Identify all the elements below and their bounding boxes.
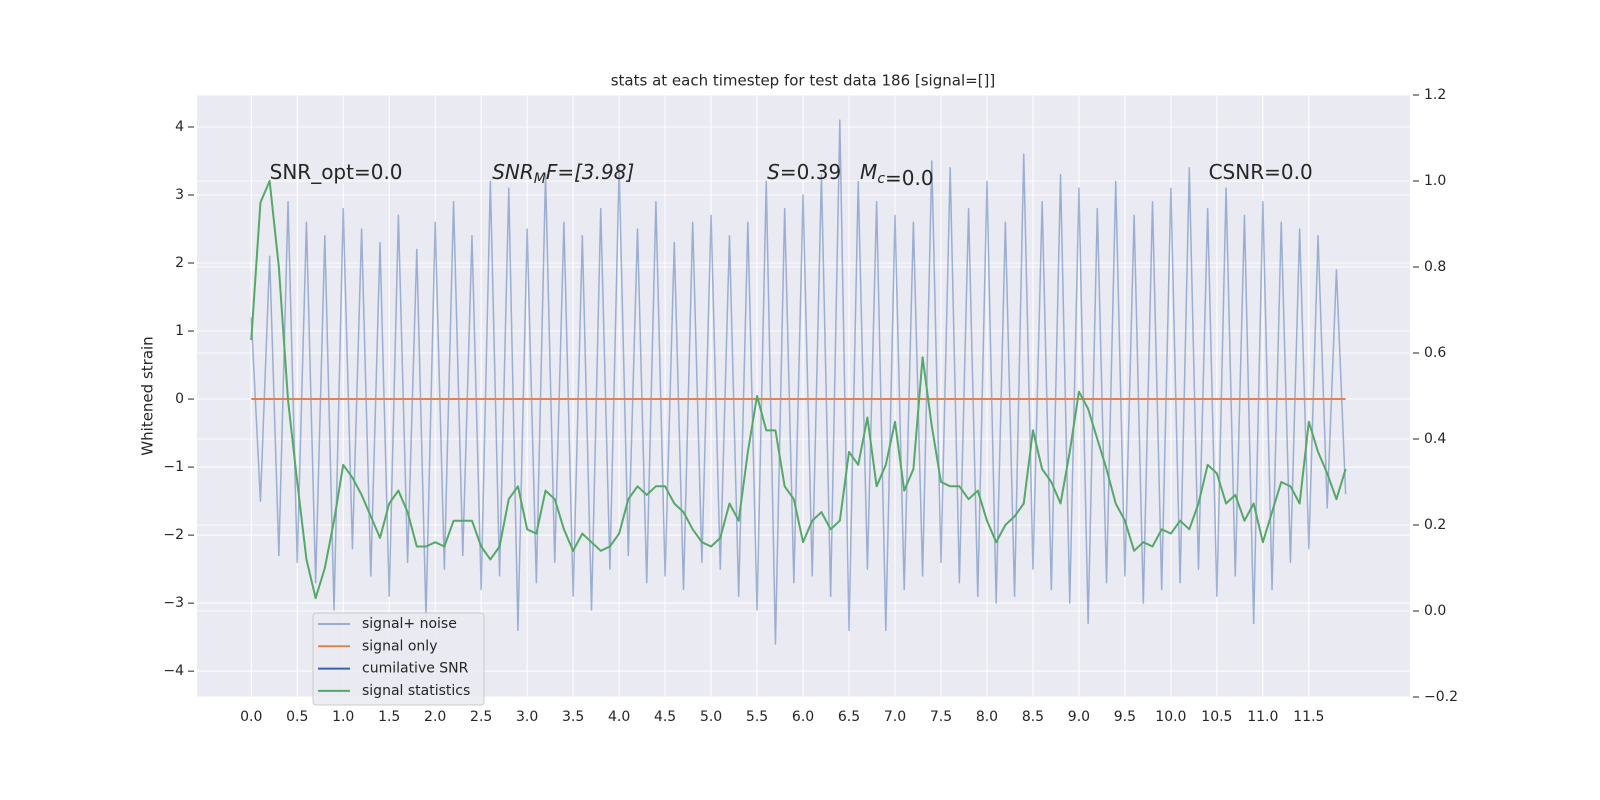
legend-label: signal statistics: [362, 683, 470, 699]
y-tick-label: 4: [175, 119, 184, 135]
legend-label: signal only: [362, 638, 437, 654]
x-tick-label: 10.5: [1201, 709, 1232, 725]
legend-label: signal+ noise: [362, 616, 457, 632]
annotation: CSNR=0.0: [1209, 160, 1313, 184]
y-tick-label: −4: [163, 663, 184, 679]
y-tick-label: −3: [163, 595, 184, 611]
x-tick-label: 11.0: [1247, 709, 1278, 725]
y2-tick-label: 0.2: [1424, 517, 1446, 533]
y-tick-label: 1: [175, 323, 184, 339]
y2-tick-label: −0.2: [1424, 689, 1458, 705]
annotation-part: SNR_opt=0.0: [270, 160, 403, 184]
y2-tick-label: 1.0: [1424, 173, 1446, 189]
x-tick-label: 7.0: [884, 709, 906, 725]
y2-tick-label: 0.6: [1424, 345, 1446, 361]
annotation-part: CSNR=0.0: [1209, 160, 1313, 184]
series-line: [250, 180, 1347, 600]
chart-title: stats at each timestep for test data 186…: [611, 72, 996, 90]
x-tick-label: 0.0: [240, 709, 262, 725]
annotation-part: SNR: [492, 160, 534, 184]
annotation: SNR_opt=0.0: [270, 160, 403, 184]
annotation-part: S: [767, 160, 780, 184]
y-axis-label: Whitened strain: [139, 336, 157, 455]
x-tick-label: 4.0: [608, 709, 630, 725]
x-tick-label: 8.5: [1022, 709, 1044, 725]
y-tick-label: 3: [175, 187, 184, 203]
y-tick-label: −2: [163, 527, 184, 543]
annotation-part: =0.39: [780, 160, 841, 184]
legend-label: cumilative SNR: [362, 661, 469, 677]
x-tick-label: 7.5: [930, 709, 952, 725]
y2-tick-label: 0.8: [1424, 259, 1446, 275]
series-line: [250, 119, 1347, 645]
annotation-part: c: [877, 171, 885, 187]
annotation: Mc=0.0: [860, 160, 934, 190]
legend-box: [312, 612, 485, 706]
x-tick-label: 6.0: [792, 709, 814, 725]
annotation-part: M: [534, 171, 546, 187]
x-tick-label: 3.0: [516, 709, 538, 725]
x-tick-label: 6.5: [838, 709, 860, 725]
annotation: S=0.39: [767, 160, 841, 184]
annotation: SNRMF=[3.98]: [492, 160, 634, 188]
x-tick-label: 10.0: [1155, 709, 1186, 725]
annotation-part: =0.0: [885, 166, 934, 190]
x-tick-label: 8.0: [976, 709, 998, 725]
x-tick-label: 11.5: [1293, 709, 1324, 725]
annotation-part: M: [860, 160, 877, 184]
annotation-part: F=[3.98]: [546, 160, 634, 184]
x-tick-label: 5.0: [700, 709, 722, 725]
x-tick-label: 0.5: [286, 709, 308, 725]
y2-tick-label: 1.2: [1424, 87, 1446, 103]
x-tick-label: 1.5: [378, 709, 400, 725]
x-tick-label: 5.5: [746, 709, 768, 725]
y-tick-label: 2: [175, 255, 184, 271]
y2-tick-label: 0.4: [1424, 431, 1446, 447]
x-tick-label: 2.5: [470, 709, 492, 725]
x-tick-label: 4.5: [654, 709, 676, 725]
x-tick-label: 3.5: [562, 709, 584, 725]
y-tick-label: −1: [163, 459, 184, 475]
x-tick-label: 9.0: [1068, 709, 1090, 725]
x-tick-label: 9.5: [1114, 709, 1136, 725]
x-tick-label: 2.0: [424, 709, 446, 725]
y-tick-label: 0: [175, 391, 184, 407]
y2-tick-label: 0.0: [1424, 603, 1446, 619]
x-tick-label: 1.0: [332, 709, 354, 725]
